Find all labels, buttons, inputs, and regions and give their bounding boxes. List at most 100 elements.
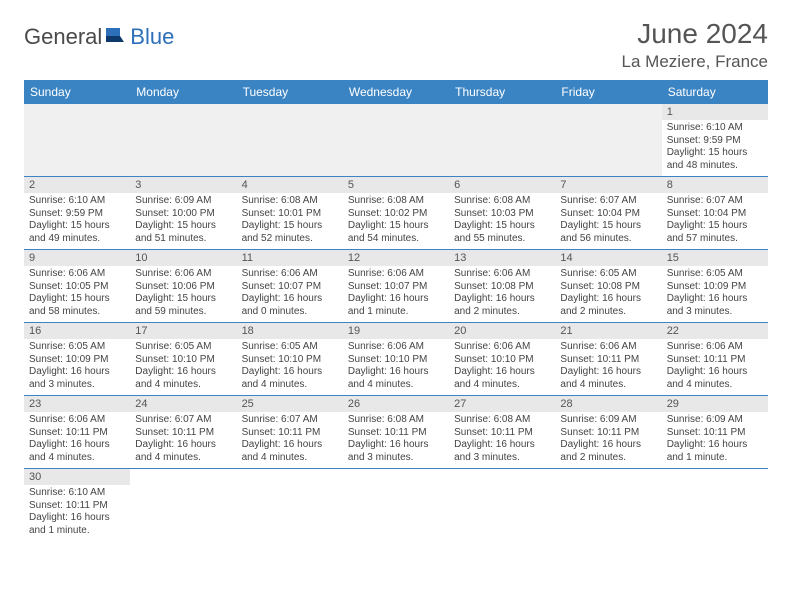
sunset-text: Sunset: 10:09 PM bbox=[667, 281, 763, 294]
daylight-text: Daylight: 16 hours and 3 minutes. bbox=[348, 439, 444, 464]
calendar-cell: 23Sunrise: 6:06 AMSunset: 10:11 PMDaylig… bbox=[24, 396, 130, 469]
sunrise-text: Sunrise: 6:07 AM bbox=[135, 414, 231, 427]
calendar-cell bbox=[343, 104, 449, 177]
day-details: Sunrise: 6:06 AMSunset: 10:10 PMDaylight… bbox=[449, 339, 555, 395]
day-number: 1 bbox=[662, 104, 768, 120]
calendar-cell: 16Sunrise: 6:05 AMSunset: 10:09 PMDaylig… bbox=[24, 323, 130, 396]
weekday-header: Thursday bbox=[449, 80, 555, 104]
calendar-cell: 24Sunrise: 6:07 AMSunset: 10:11 PMDaylig… bbox=[130, 396, 236, 469]
calendar-cell: 15Sunrise: 6:05 AMSunset: 10:09 PMDaylig… bbox=[662, 250, 768, 323]
daylight-text: Daylight: 16 hours and 2 minutes. bbox=[454, 293, 550, 318]
page-title: June 2024 bbox=[622, 18, 768, 50]
day-number: 17 bbox=[130, 323, 236, 339]
sunrise-text: Sunrise: 6:07 AM bbox=[667, 195, 763, 208]
daylight-text: Daylight: 16 hours and 4 minutes. bbox=[29, 439, 125, 464]
daylight-text: Daylight: 16 hours and 2 minutes. bbox=[560, 293, 656, 318]
sunrise-text: Sunrise: 6:07 AM bbox=[560, 195, 656, 208]
calendar-cell: 4Sunrise: 6:08 AMSunset: 10:01 PMDayligh… bbox=[237, 177, 343, 250]
sunset-text: Sunset: 10:10 PM bbox=[454, 354, 550, 367]
day-details: Sunrise: 6:06 AMSunset: 10:05 PMDaylight… bbox=[24, 266, 130, 322]
brand-logo: General Blue bbox=[24, 18, 174, 50]
sunset-text: Sunset: 10:11 PM bbox=[667, 427, 763, 440]
day-number: 23 bbox=[24, 396, 130, 412]
sunset-text: Sunset: 10:07 PM bbox=[242, 281, 338, 294]
sunset-text: Sunset: 10:01 PM bbox=[242, 208, 338, 221]
calendar-row: 16Sunrise: 6:05 AMSunset: 10:09 PMDaylig… bbox=[24, 323, 768, 396]
daylight-text: Daylight: 15 hours and 58 minutes. bbox=[29, 293, 125, 318]
sunrise-text: Sunrise: 6:10 AM bbox=[667, 122, 763, 135]
sunset-text: Sunset: 10:11 PM bbox=[560, 354, 656, 367]
day-number: 7 bbox=[555, 177, 661, 193]
calendar-cell bbox=[237, 104, 343, 177]
calendar-cell: 25Sunrise: 6:07 AMSunset: 10:11 PMDaylig… bbox=[237, 396, 343, 469]
day-number: 21 bbox=[555, 323, 661, 339]
calendar-cell: 19Sunrise: 6:06 AMSunset: 10:10 PMDaylig… bbox=[343, 323, 449, 396]
weekday-header: Monday bbox=[130, 80, 236, 104]
calendar-cell: 14Sunrise: 6:05 AMSunset: 10:08 PMDaylig… bbox=[555, 250, 661, 323]
sunrise-text: Sunrise: 6:06 AM bbox=[135, 268, 231, 281]
sunrise-text: Sunrise: 6:06 AM bbox=[29, 268, 125, 281]
sunrise-text: Sunrise: 6:09 AM bbox=[135, 195, 231, 208]
daylight-text: Daylight: 16 hours and 0 minutes. bbox=[242, 293, 338, 318]
calendar-cell bbox=[130, 469, 236, 542]
calendar-cell: 9Sunrise: 6:06 AMSunset: 10:05 PMDayligh… bbox=[24, 250, 130, 323]
daylight-text: Daylight: 15 hours and 51 minutes. bbox=[135, 220, 231, 245]
day-details: Sunrise: 6:06 AMSunset: 10:07 PMDaylight… bbox=[237, 266, 343, 322]
sunset-text: Sunset: 10:10 PM bbox=[242, 354, 338, 367]
weekday-header: Sunday bbox=[24, 80, 130, 104]
day-details: Sunrise: 6:08 AMSunset: 10:02 PMDaylight… bbox=[343, 193, 449, 249]
daylight-text: Daylight: 16 hours and 4 minutes. bbox=[135, 439, 231, 464]
calendar-cell bbox=[130, 104, 236, 177]
day-number: 22 bbox=[662, 323, 768, 339]
sunset-text: Sunset: 10:11 PM bbox=[135, 427, 231, 440]
daylight-text: Daylight: 16 hours and 4 minutes. bbox=[454, 366, 550, 391]
sunrise-text: Sunrise: 6:08 AM bbox=[242, 195, 338, 208]
day-number: 28 bbox=[555, 396, 661, 412]
day-number: 2 bbox=[24, 177, 130, 193]
sunrise-text: Sunrise: 6:06 AM bbox=[667, 341, 763, 354]
title-block: June 2024 La Meziere, France bbox=[622, 18, 768, 72]
sunset-text: Sunset: 10:00 PM bbox=[135, 208, 231, 221]
weekday-header: Friday bbox=[555, 80, 661, 104]
weekday-header: Saturday bbox=[662, 80, 768, 104]
daylight-text: Daylight: 16 hours and 1 minute. bbox=[29, 512, 125, 537]
sunset-text: Sunset: 10:11 PM bbox=[29, 500, 125, 513]
calendar-cell: 13Sunrise: 6:06 AMSunset: 10:08 PMDaylig… bbox=[449, 250, 555, 323]
day-details: Sunrise: 6:07 AMSunset: 10:11 PMDaylight… bbox=[130, 412, 236, 468]
day-details: Sunrise: 6:06 AMSunset: 10:06 PMDaylight… bbox=[130, 266, 236, 322]
calendar-cell: 17Sunrise: 6:05 AMSunset: 10:10 PMDaylig… bbox=[130, 323, 236, 396]
daylight-text: Daylight: 16 hours and 4 minutes. bbox=[667, 366, 763, 391]
calendar-cell: 21Sunrise: 6:06 AMSunset: 10:11 PMDaylig… bbox=[555, 323, 661, 396]
day-number: 12 bbox=[343, 250, 449, 266]
sunrise-text: Sunrise: 6:09 AM bbox=[667, 414, 763, 427]
sunrise-text: Sunrise: 6:06 AM bbox=[348, 341, 444, 354]
sunset-text: Sunset: 10:11 PM bbox=[348, 427, 444, 440]
calendar-cell: 6Sunrise: 6:08 AMSunset: 10:03 PMDayligh… bbox=[449, 177, 555, 250]
sunset-text: Sunset: 10:11 PM bbox=[242, 427, 338, 440]
calendar-cell: 1Sunrise: 6:10 AMSunset: 9:59 PMDaylight… bbox=[662, 104, 768, 177]
day-details: Sunrise: 6:09 AMSunset: 10:11 PMDaylight… bbox=[555, 412, 661, 468]
calendar-cell bbox=[662, 469, 768, 542]
calendar-row: 23Sunrise: 6:06 AMSunset: 10:11 PMDaylig… bbox=[24, 396, 768, 469]
calendar-cell bbox=[343, 469, 449, 542]
day-number: 10 bbox=[130, 250, 236, 266]
day-details: Sunrise: 6:10 AMSunset: 10:11 PMDaylight… bbox=[24, 485, 130, 541]
daylight-text: Daylight: 15 hours and 52 minutes. bbox=[242, 220, 338, 245]
day-number: 26 bbox=[343, 396, 449, 412]
calendar-row: 30Sunrise: 6:10 AMSunset: 10:11 PMDaylig… bbox=[24, 469, 768, 542]
daylight-text: Daylight: 16 hours and 4 minutes. bbox=[560, 366, 656, 391]
day-details: Sunrise: 6:06 AMSunset: 10:10 PMDaylight… bbox=[343, 339, 449, 395]
day-details: Sunrise: 6:09 AMSunset: 10:11 PMDaylight… bbox=[662, 412, 768, 468]
sunset-text: Sunset: 10:05 PM bbox=[29, 281, 125, 294]
calendar-row: 1Sunrise: 6:10 AMSunset: 9:59 PMDaylight… bbox=[24, 104, 768, 177]
daylight-text: Daylight: 16 hours and 2 minutes. bbox=[560, 439, 656, 464]
day-number: 27 bbox=[449, 396, 555, 412]
calendar-cell: 29Sunrise: 6:09 AMSunset: 10:11 PMDaylig… bbox=[662, 396, 768, 469]
daylight-text: Daylight: 15 hours and 49 minutes. bbox=[29, 220, 125, 245]
calendar-cell bbox=[449, 469, 555, 542]
day-details: Sunrise: 6:05 AMSunset: 10:10 PMDaylight… bbox=[130, 339, 236, 395]
daylight-text: Daylight: 15 hours and 59 minutes. bbox=[135, 293, 231, 318]
day-number: 3 bbox=[130, 177, 236, 193]
calendar-cell: 10Sunrise: 6:06 AMSunset: 10:06 PMDaylig… bbox=[130, 250, 236, 323]
calendar-cell: 8Sunrise: 6:07 AMSunset: 10:04 PMDayligh… bbox=[662, 177, 768, 250]
